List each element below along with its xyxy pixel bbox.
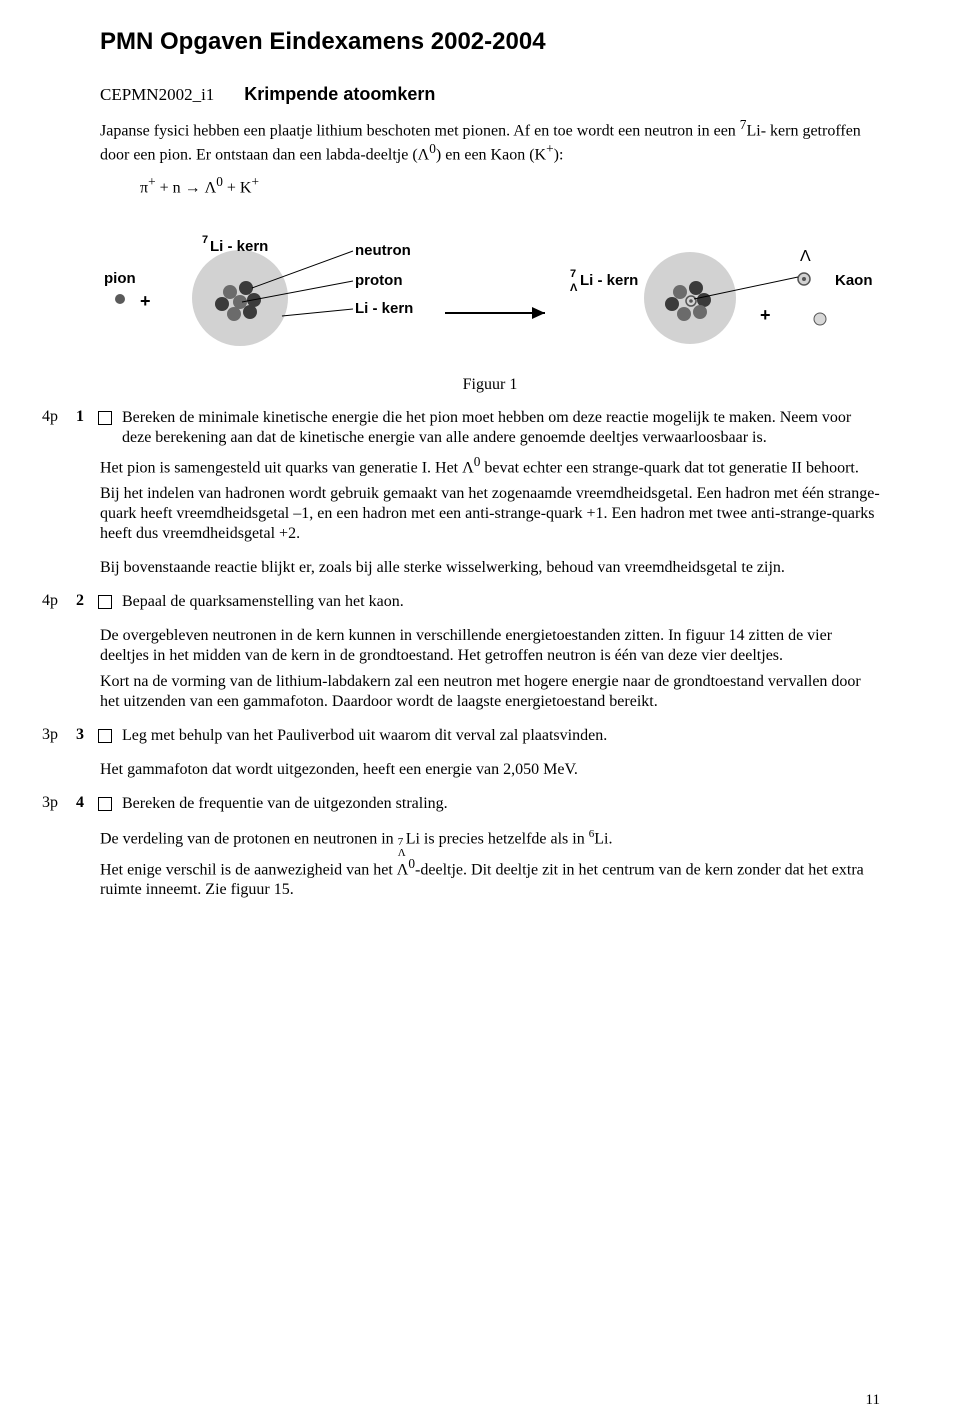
figure-caption: Figuur 1: [100, 376, 880, 394]
page: PMN Opgaven Eindexamens 2002-2004 CEPMN2…: [0, 0, 960, 1425]
q4-follow-p2: Het enige verschil is de aanwezigheid va…: [100, 856, 880, 900]
svg-text:7: 7: [570, 268, 576, 280]
q2-number: 2: [76, 592, 98, 610]
q3-text: Leg met behulp van het Pauliverbod uit w…: [122, 726, 607, 746]
svg-text:neutron: neutron: [355, 242, 411, 259]
eq-b: + n → Λ: [156, 179, 217, 196]
svg-text:Kaon: Kaon: [835, 272, 873, 289]
q2-follow-p2: Kort na de vorming van de lithium-labdak…: [100, 672, 880, 712]
q4f-pre: De verdeling van de protonen en neutrone…: [100, 831, 398, 848]
svg-text:Li - kern: Li - kern: [210, 238, 268, 255]
q1-checkbox-icon: [98, 411, 112, 425]
q3-points: 3p: [42, 726, 76, 744]
svg-text:Li - kern: Li - kern: [580, 272, 638, 289]
question-3: 3p 3 Leg met behulp van het Pauliverbod …: [100, 726, 880, 746]
svg-text:Li - kern: Li - kern: [355, 300, 413, 317]
q4-checkbox-icon: [98, 797, 112, 811]
q4-points: 3p: [42, 794, 76, 812]
svg-text:+: +: [140, 291, 151, 311]
svg-text:Λ: Λ: [570, 282, 578, 294]
q1-follow-p1: Het pion is samengesteld uit quarks van …: [100, 454, 880, 478]
question-4: 3p 4 Bereken de frequentie van de uitgez…: [100, 794, 880, 814]
svg-text:+: +: [760, 305, 771, 325]
figure-1: pion+7Li - kernneutronprotonLi - kern7ΛL…: [100, 213, 880, 394]
reaction-equation: π+ + n → Λ0 + K+: [140, 174, 880, 197]
q4-follow-p1: De verdeling van de protonen en neutrone…: [100, 828, 880, 849]
q1f-p1b: bevat echter een strange-quark dat tot g…: [480, 459, 858, 476]
q4f-sym: Li: [406, 831, 420, 848]
exam-subtitle: Krimpende atoomkern: [244, 84, 435, 105]
q4f-sym2: Li: [594, 831, 608, 848]
q4f-sym-sub: Λ: [398, 847, 406, 861]
q4f-p2a: Het enige verschil is de aanwezigheid va…: [100, 861, 408, 878]
eq-a: π: [140, 179, 148, 196]
q4f-post: .: [608, 831, 612, 848]
eq-sup2: 0: [216, 174, 223, 189]
figure-svg: pion+7Li - kernneutronprotonLi - kern7ΛL…: [100, 213, 880, 363]
svg-text:Λ: Λ: [800, 248, 811, 265]
q1-number: 1: [76, 408, 98, 426]
exam-code: CEPMN2002_i1: [100, 85, 214, 105]
svg-text:pion: pion: [104, 270, 136, 287]
svg-text:proton: proton: [355, 272, 402, 289]
heading-line: CEPMN2002_i1 Krimpende atoomkern: [100, 84, 880, 105]
page-number: 11: [866, 1392, 880, 1409]
q2-points: 4p: [42, 592, 76, 610]
kaon-superscript: +: [546, 141, 554, 156]
question-1: 4p 1 Bereken de minimale kinetische ener…: [100, 408, 880, 448]
q3-number: 3: [76, 726, 98, 744]
q1-text: Bereken de minimale kinetische energie d…: [122, 408, 880, 448]
intro-paragraph: Japanse fysici hebben een plaatje lithiu…: [100, 117, 880, 166]
q3-follow-p1: Het gammafoton dat wordt uitgezonden, he…: [100, 760, 880, 780]
q1-follow-p2: Bij het indelen van hadronen wordt gebru…: [100, 484, 880, 544]
eq-sup1: +: [148, 174, 156, 189]
intro-text-d: ):: [554, 147, 564, 164]
svg-text:7: 7: [202, 234, 208, 246]
q1f-p1a: Het pion is samengesteld uit quarks van …: [100, 459, 474, 476]
q1-points: 4p: [42, 408, 76, 426]
eq-sup3: +: [251, 174, 259, 189]
intro-text-c: ) en een Kaon (K: [436, 147, 546, 164]
question-2: 4p 2 Bepaal de quarksamenstelling van he…: [100, 592, 880, 612]
q2-follow-p1: De overgebleven neutronen in de kern kun…: [100, 626, 880, 666]
lambda-superscript: 0: [429, 141, 436, 156]
page-title: PMN Opgaven Eindexamens 2002-2004: [100, 28, 880, 56]
q1-text-a: Bereken de minimale kinetische energie d…: [122, 409, 772, 426]
q2-checkbox-icon: [98, 595, 112, 609]
intro-text-a: Japanse fysici hebben een plaatje lithiu…: [100, 122, 740, 139]
eq-c: + K: [223, 179, 252, 196]
q3-checkbox-icon: [98, 729, 112, 743]
q4-number: 4: [76, 794, 98, 812]
q1-follow-p3: Bij bovenstaande reactie blijkt er, zoal…: [100, 558, 880, 578]
q4-text: Bereken de frequentie van de uitgezonden…: [122, 794, 448, 814]
q2-text: Bepaal de quarksamenstelling van het kao…: [122, 592, 404, 612]
q4f-mid: is precies hetzelfde als in: [420, 831, 589, 848]
